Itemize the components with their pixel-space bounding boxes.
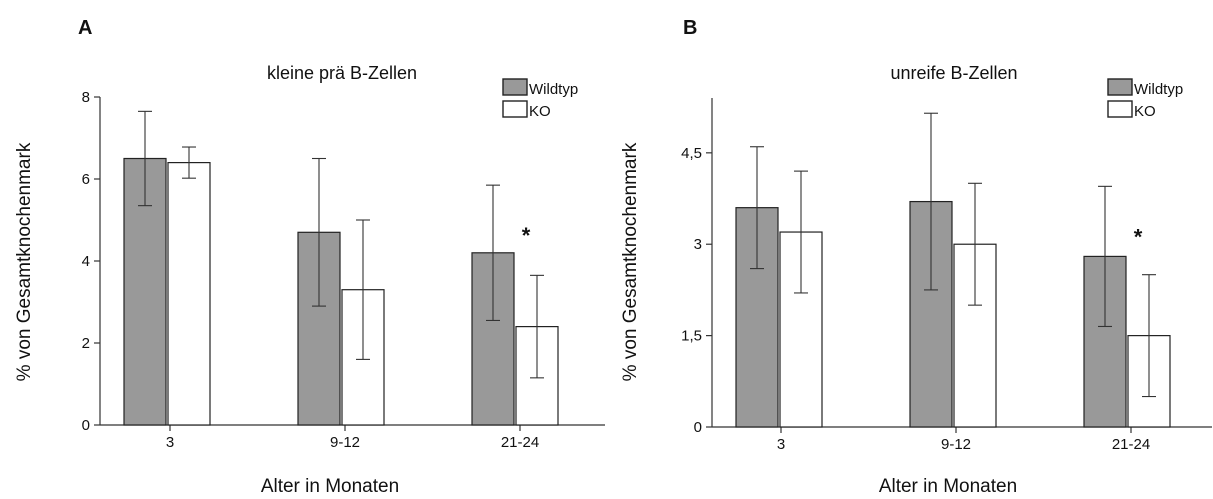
x-axis-label: Alter in Monaten [261, 476, 399, 497]
x-tick-label: 3 [166, 434, 174, 451]
x-axis-label: Alter in Monaten [879, 476, 1017, 497]
chart-title: kleine prä B-Zellen [267, 63, 417, 83]
significance-marker: * [1134, 224, 1143, 249]
x-tick-label: 9-12 [330, 434, 360, 451]
y-tick-label: 1,5 [681, 328, 702, 345]
legend-label-ko: KO [1134, 103, 1156, 120]
legend-swatch-ko [1107, 100, 1133, 118]
y-tick-label: 4 [82, 253, 90, 270]
x-tick-label: 3 [777, 436, 785, 453]
x-tick-label: 21-24 [1112, 436, 1150, 453]
y-axis-label: % von Gesamtknochenmark [14, 142, 35, 381]
significance-marker: * [522, 223, 531, 248]
y-axis-label: % von Gesamtknochenmark [620, 142, 641, 381]
y-tick-label: 4,5 [681, 145, 702, 162]
y-tick-label: 6 [82, 171, 90, 188]
legend-label-ko: KO [529, 103, 551, 120]
y-tick-label: 2 [82, 335, 90, 352]
chart-title: unreife B-Zellen [890, 63, 1017, 83]
x-tick-label: 21-24 [501, 434, 539, 451]
y-tick-label: 0 [694, 419, 702, 436]
y-tick-label: 0 [82, 417, 90, 434]
legend-swatch-ko [502, 100, 528, 118]
legend-swatch-wildtyp [1107, 78, 1133, 96]
x-tick-label: 9-12 [941, 436, 971, 453]
panel-letter: B [683, 17, 697, 39]
legend-label-wildtyp: Wildtyp [529, 81, 578, 98]
panel-letter: A [78, 17, 92, 39]
y-tick-label: 3 [694, 236, 702, 253]
y-tick-label: 8 [82, 89, 90, 106]
bar-ko [167, 162, 211, 426]
legend-swatch-wildtyp [502, 78, 528, 96]
legend-label-wildtyp: Wildtyp [1134, 81, 1183, 98]
